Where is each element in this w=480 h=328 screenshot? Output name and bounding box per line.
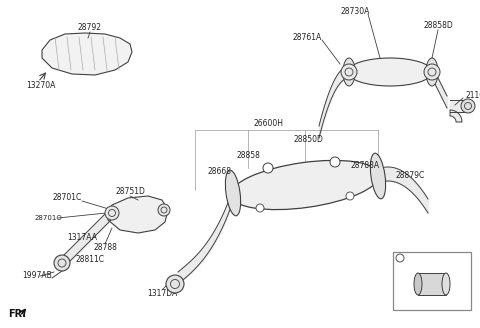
Text: 28850D: 28850D xyxy=(293,135,323,145)
Text: 21102P: 21102P xyxy=(465,92,480,100)
Text: 1997AB: 1997AB xyxy=(22,272,52,280)
Text: 28792: 28792 xyxy=(78,24,102,32)
Circle shape xyxy=(330,157,340,167)
Ellipse shape xyxy=(442,273,450,295)
Circle shape xyxy=(396,254,404,262)
Text: FR.: FR. xyxy=(8,309,26,319)
Circle shape xyxy=(341,64,357,80)
Polygon shape xyxy=(42,33,132,75)
Circle shape xyxy=(105,206,119,220)
Bar xyxy=(418,273,446,295)
Text: 28701O: 28701O xyxy=(35,215,63,221)
Text: 28751D: 28751D xyxy=(115,188,145,196)
Ellipse shape xyxy=(371,153,385,199)
Text: 28811C: 28811C xyxy=(75,256,105,264)
Circle shape xyxy=(166,275,184,293)
Circle shape xyxy=(346,192,354,200)
Text: 28841A: 28841A xyxy=(403,254,432,262)
Circle shape xyxy=(54,255,70,271)
Text: 28788A: 28788A xyxy=(350,160,380,170)
Text: 28730A: 28730A xyxy=(340,8,370,16)
Text: 26600H: 26600H xyxy=(253,118,283,128)
Text: 13270A: 13270A xyxy=(26,80,55,90)
Ellipse shape xyxy=(231,160,379,210)
Ellipse shape xyxy=(414,273,422,295)
Circle shape xyxy=(256,204,264,212)
Ellipse shape xyxy=(343,58,355,86)
Ellipse shape xyxy=(348,58,432,86)
Text: 28858D: 28858D xyxy=(423,22,453,31)
Text: 28761A: 28761A xyxy=(292,33,322,43)
Circle shape xyxy=(263,163,273,173)
Text: 28858: 28858 xyxy=(236,151,260,159)
Text: 28879C: 28879C xyxy=(396,171,425,179)
Text: 28788: 28788 xyxy=(93,243,117,253)
Ellipse shape xyxy=(426,58,438,86)
Bar xyxy=(393,252,471,310)
Text: 28701C: 28701C xyxy=(52,194,82,202)
Text: 1317DA: 1317DA xyxy=(147,290,177,298)
Polygon shape xyxy=(450,110,462,122)
Text: 1317AA: 1317AA xyxy=(67,233,97,241)
Circle shape xyxy=(158,204,170,216)
Circle shape xyxy=(424,64,440,80)
Ellipse shape xyxy=(226,170,240,216)
Circle shape xyxy=(461,99,475,113)
Polygon shape xyxy=(108,196,168,233)
Text: 28668: 28668 xyxy=(208,168,232,176)
